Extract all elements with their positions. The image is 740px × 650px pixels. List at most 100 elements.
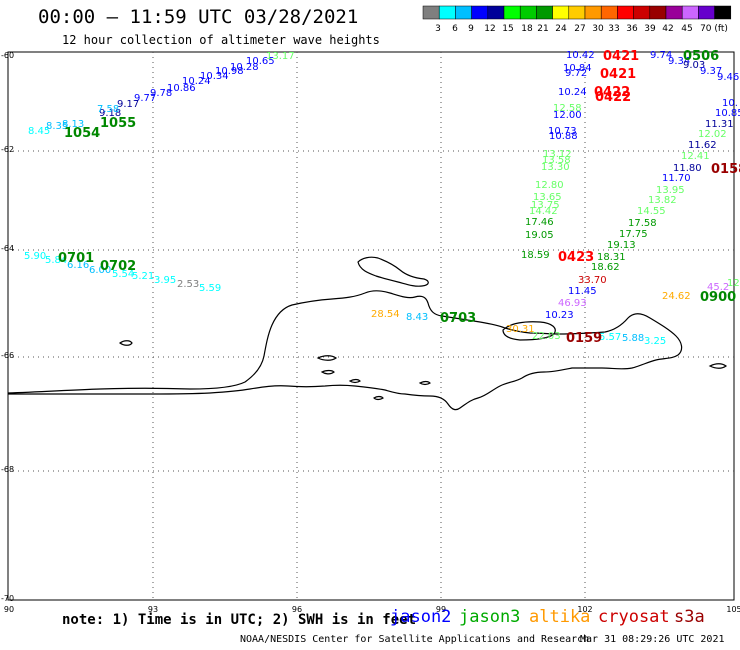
wave-height-value: 19.13 (607, 240, 636, 251)
wave-height-value: 22.03 (532, 331, 561, 342)
colorbar-swatch (649, 5, 667, 20)
wave-height-value: 13.17 (266, 51, 295, 62)
longitude-label: 99 (436, 605, 446, 614)
wave-height-value: 8.45 (28, 126, 50, 137)
pass-time-label: 0422 (595, 90, 631, 105)
satellite-legend-jason3: jason3 (459, 607, 521, 627)
wave-height-value: 9.74 (650, 50, 672, 61)
wave-height-value: 13.75 (531, 200, 560, 211)
credit-text: NOAA/NESDIS Center for Satellite Applica… (240, 634, 590, 645)
wave-height-value: 24.62 (662, 291, 691, 302)
wave-height-value: 46.93 (558, 298, 587, 309)
wave-height-value: 10.73 (548, 126, 577, 137)
longitude-label: 102 (577, 605, 592, 614)
wave-height-value: 13.65 (533, 192, 562, 203)
colorbar-swatch (633, 5, 651, 20)
latitude-label: -64 (1, 244, 14, 253)
pass-time-label: 0701 (58, 251, 94, 266)
wave-height-value: 12.41 (681, 151, 710, 162)
wave-height-value: 9.18 (99, 108, 121, 119)
wave-height-value: 10.85 (715, 108, 740, 119)
wave-height-value: 8.35 (46, 121, 68, 132)
wave-height-value: 13.82 (648, 195, 677, 206)
wave-height-value: 10.24 (558, 87, 587, 98)
wave-height-value: 13.30 (541, 162, 570, 173)
colorbar-label: 12 (484, 24, 495, 34)
pass-time-label: 0158 (711, 162, 740, 177)
pass-time-label: 0506 (683, 49, 719, 64)
colorbar-label: 21 (537, 24, 548, 34)
wave-height-value: 2.53 (177, 279, 199, 290)
wave-height-value: 12.58 (553, 103, 582, 114)
wave-height-value: 5.84 (45, 255, 67, 266)
colorbar-swatch (487, 5, 505, 20)
colorbar-label: 39 (644, 24, 656, 34)
wave-height-value: 13.12 (543, 149, 572, 160)
longitude-label: 96 (292, 605, 302, 614)
wave-height-value: 30.31 (506, 324, 535, 335)
colorbar-label: 9 (468, 24, 474, 34)
colorbar-swatch (665, 5, 683, 20)
graticule (8, 52, 734, 600)
wave-height-value: 5.59 (199, 283, 221, 294)
colorbar-swatch (584, 5, 602, 20)
colorbar-swatch (552, 5, 570, 20)
colorbar-swatch (698, 5, 715, 20)
pass-time-label: 0422 (594, 85, 630, 100)
pass-time-label: 1054 (64, 126, 100, 141)
wave-height-value: 5.57 (599, 332, 621, 343)
wave-height-value: 3.25 (644, 336, 666, 347)
wave-height-value: 5.90 (24, 251, 46, 262)
wave-height-value: 10.88 (549, 131, 578, 142)
wave-height-value: 11.45 (568, 286, 597, 297)
wave-height-value: 9.46 (717, 72, 739, 83)
colorbar-swatch (681, 5, 699, 20)
pass-time-label: 0423 (558, 250, 594, 265)
longitude-label: 105 (726, 605, 740, 614)
plot-frame (7, 51, 735, 601)
colorbar-label: 42 (662, 24, 673, 34)
satellite-legend-s3a: s3a (674, 607, 705, 627)
wave-height-value: 11.70 (662, 173, 691, 184)
pass-time-label: 1055 (100, 116, 136, 131)
wave-height-value: 5.88 (622, 333, 644, 344)
wave-height-value: 12 (727, 278, 740, 289)
wave-height-value: 9.03 (683, 60, 705, 71)
wave-height-value: 8.43 (406, 312, 428, 323)
wave-height-value: 45.2 (707, 282, 729, 293)
wave-height-value: 18.62 (591, 262, 620, 273)
pass-time-label: 0159 (566, 331, 602, 346)
map-title: 00:00 – 11:59 UTC 03/28/2021 (38, 6, 359, 28)
wave-height-value: 10.23 (545, 310, 574, 321)
colorbar-swatch (714, 5, 732, 20)
wave-height-value: 7.58 (97, 104, 119, 115)
longitude-label: 90 (4, 605, 14, 614)
colorbar-label: 36 (626, 24, 638, 34)
colorbar-label: 18 (521, 24, 533, 34)
satellite-legend-altika: altika (529, 607, 591, 627)
wave-height-value: 9.34 (668, 56, 690, 67)
wave-height-value: 33.70 (578, 275, 607, 286)
colorbar-swatch (471, 5, 489, 20)
latitude-label: -62 (1, 145, 14, 154)
wave-height-value: 6.00 (89, 265, 111, 276)
pass-time-label: 0900 (700, 290, 736, 305)
colorbar-swatch (536, 5, 553, 20)
coastline (7, 256, 728, 411)
wave-height-value: 10. (722, 98, 738, 109)
wave-height-value: 10.86 (167, 83, 196, 94)
pass-time-label: 0421 (600, 67, 636, 82)
wave-height-value: 10.84 (563, 63, 592, 74)
colorbar-label: 30 (592, 24, 604, 34)
wave-height-value: 17.75 (619, 229, 648, 240)
colorbar-label: 33 (608, 24, 619, 34)
colorbar-label: 27 (574, 24, 585, 34)
pass-time-label: 0421 (603, 49, 639, 64)
wave-height-value: 6.16 (67, 260, 89, 271)
wave-height-value: 11.80 (673, 163, 702, 174)
latitude-label: -60 (1, 51, 14, 60)
wave-height-value: 19.05 (525, 230, 554, 241)
wave-height-value: 11.31 (705, 119, 734, 130)
latitude-label: -70 (1, 594, 14, 603)
